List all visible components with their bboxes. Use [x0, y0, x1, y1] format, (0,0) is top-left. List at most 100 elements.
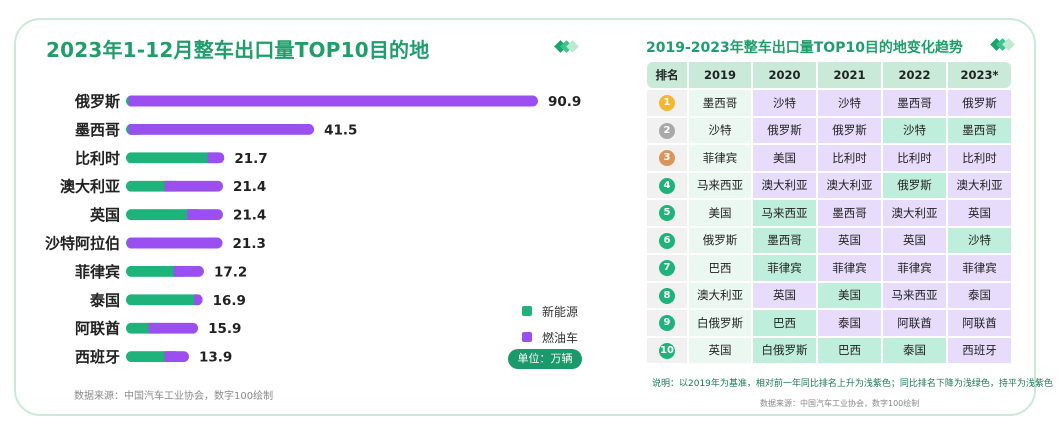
rank-cell: 10: [647, 337, 687, 363]
left-chart-title: 2023年1-12月整车出口量TOP10目的地: [46, 38, 430, 62]
table-cell: 澳大利亚: [883, 200, 946, 226]
value-label: 41.5: [324, 122, 357, 138]
value-label: 13.9: [199, 350, 232, 366]
table-cell: 俄罗斯: [948, 90, 1011, 116]
stacked-bar: [126, 209, 223, 221]
category-label: 阿联酋: [75, 320, 120, 338]
category-label: 泰国: [89, 291, 120, 309]
table-cell: 比利时: [883, 145, 946, 171]
column-header: 2021: [818, 62, 881, 88]
table-cell: 巴西: [753, 310, 816, 336]
table-cell: 澳大利亚: [948, 172, 1011, 198]
table-cell: 巴西: [818, 337, 881, 363]
table-cell: 菲律宾: [753, 255, 816, 281]
table-cell: 澳大利亚: [818, 172, 881, 198]
legend-swatch-icon: [522, 332, 532, 342]
stacked-bar: [126, 123, 315, 135]
table-row: 8 澳大利亚 英国 美国 马来西亚 泰国: [647, 282, 1011, 308]
column-header: 排名: [647, 62, 687, 88]
table-cell: 白俄罗斯: [753, 337, 816, 363]
table-cell: 沙特: [883, 117, 946, 143]
stacked-bar: [126, 265, 204, 277]
legend-item-fuel: 燃油车: [522, 324, 578, 350]
bar-segment-nev: [126, 351, 176, 363]
bar-segment-fuel: [207, 152, 225, 164]
column-header: 2023*: [948, 62, 1011, 88]
bar-segment-nev: [126, 152, 219, 164]
rank-badge: 7: [659, 260, 675, 277]
legend-label: 新能源: [542, 304, 579, 319]
table-cell: 墨西哥: [689, 90, 751, 116]
stacked-bar: [126, 294, 203, 306]
rank-badge: 4: [659, 177, 675, 194]
table-cell: 英国: [883, 227, 946, 253]
bar-segment-nev: [126, 265, 185, 277]
bar-segment-fuel: [128, 123, 315, 135]
value-label: 21.4: [233, 208, 266, 224]
rank-cell: 6: [647, 227, 687, 253]
legend-label: 燃油车: [542, 330, 579, 345]
rank-badge: 9: [659, 315, 675, 332]
table-cell: 美国: [689, 200, 751, 226]
unit-badge: 单位：万辆: [508, 349, 582, 369]
category-label: 菲律宾: [75, 263, 120, 281]
ranking-table: 排名 2019 2020 2021 2022 2023* 1 墨西哥 沙特 沙特 墨西哥…: [645, 60, 1013, 365]
column-header: 2019: [689, 62, 751, 88]
rank-badge: 8: [659, 287, 675, 304]
diamond-decoration-icon: [554, 40, 580, 53]
legend-swatch-icon: [522, 306, 532, 316]
bar-segment-fuel: [193, 294, 203, 306]
table-row: 1 墨西哥 沙特 沙特 墨西哥 俄罗斯: [647, 90, 1011, 116]
table-cell: 墨西哥: [753, 227, 816, 253]
bar-segment-fuel: [173, 265, 204, 277]
table-cell: 马来西亚: [753, 200, 816, 226]
value-label: 21.3: [233, 236, 266, 252]
category-label: 澳大利亚: [60, 178, 120, 196]
table-row: 9 白俄罗斯 巴西 泰国 阿联酋 阿联酋: [647, 310, 1011, 336]
table-cell: 菲律宾: [883, 255, 946, 281]
table-cell: 沙特: [948, 227, 1011, 253]
category-label: 比利时: [75, 149, 120, 167]
rank-badge: 2: [659, 122, 675, 139]
table-cell: 英国: [689, 337, 751, 363]
stacked-bar: [126, 237, 223, 249]
rank-badge: 1: [659, 95, 675, 112]
bar-segment-fuel: [164, 180, 223, 192]
table-cell: 菲律宾: [689, 145, 751, 171]
rank-badge: 10: [659, 342, 675, 359]
table-row: 7 巴西 菲律宾 菲律宾 菲律宾 菲律宾: [647, 255, 1011, 281]
table-cell: 泰国: [883, 337, 946, 363]
table-cell: 马来西亚: [689, 172, 751, 198]
value-label: 21.4: [233, 179, 266, 195]
table-row: 5 美国 马来西亚 墨西哥 澳大利亚 英国: [647, 200, 1011, 226]
category-label: 沙特阿拉伯: [45, 235, 120, 253]
table-cell: 美国: [753, 145, 816, 171]
value-label: 15.9: [208, 321, 241, 337]
table-cell: 菲律宾: [818, 255, 881, 281]
table-cell: 英国: [948, 200, 1011, 226]
table-note: 说明：以2019年为基准，相对前一年同比排名上升为浅紫色；同比排名下降为浅绿色，…: [652, 379, 1053, 389]
chart-legend: 新能源 燃油车: [522, 298, 578, 350]
bar-segment-fuel: [148, 322, 199, 334]
bar-segment-nev: [126, 294, 203, 306]
left-source-note: 数据来源：中国汽车工业协会，数字100绘制: [74, 391, 274, 402]
table-cell: 沙特: [753, 90, 816, 116]
rank-cell: 3: [647, 145, 687, 171]
rank-badge: 3: [659, 150, 675, 167]
table-cell: 墨西哥: [818, 200, 881, 226]
value-label: 16.9: [213, 293, 246, 309]
table-row: 2 沙特 俄罗斯 俄罗斯 沙特 墨西哥: [647, 117, 1011, 143]
rank-badge: 5: [659, 205, 675, 222]
table-cell: 比利时: [818, 145, 881, 171]
category-label: 墨西哥: [75, 121, 120, 139]
table-cell: 泰国: [818, 310, 881, 336]
table-cell: 白俄罗斯: [689, 310, 751, 336]
table-cell: 西班牙: [948, 337, 1011, 363]
rank-cell: 2: [647, 117, 687, 143]
table-cell: 俄罗斯: [883, 172, 946, 198]
table-cell: 英国: [818, 227, 881, 253]
table-cell: 巴西: [689, 255, 751, 281]
table-cell: 阿联酋: [883, 310, 946, 336]
table-cell: 泰国: [948, 282, 1011, 308]
bar-segment-nev: [126, 209, 199, 221]
